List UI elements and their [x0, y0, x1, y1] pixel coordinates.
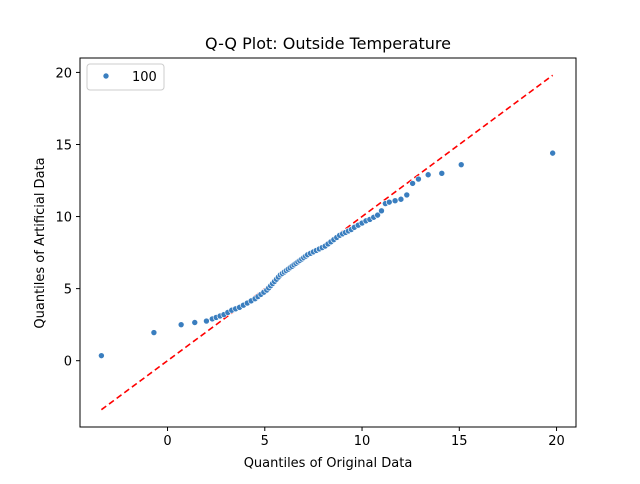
data-point [549, 149, 556, 157]
x-tick-label: 10 [354, 434, 371, 449]
data-point [385, 198, 393, 206]
data-point [191, 319, 199, 326]
legend-marker [102, 72, 110, 80]
data-points-layer [98, 149, 556, 359]
axes-frame [79, 57, 577, 428]
x-tick-label: 0 [163, 434, 171, 449]
data-point [374, 211, 381, 219]
x-tick-label: 20 [548, 434, 565, 449]
y-tick-label: 20 [55, 66, 72, 81]
data-point [424, 171, 432, 179]
data-point [403, 191, 411, 199]
plot-area [79, 57, 577, 428]
y-tick-label: 5 [64, 283, 72, 298]
data-point [397, 195, 405, 203]
data-point [391, 197, 399, 204]
data-point [378, 207, 385, 215]
y-tick-label: 0 [64, 355, 72, 370]
chart-title: Q-Q Plot: Outside Temperature [205, 34, 451, 53]
y-axis-ticks: 0 5 10 15 20 [55, 66, 80, 370]
data-point [415, 175, 422, 183]
legend-label: 100 [132, 70, 157, 85]
x-tick-label: 15 [451, 434, 468, 449]
data-point [177, 321, 185, 328]
data-point [409, 180, 416, 187]
y-tick-label: 15 [55, 138, 72, 153]
legend: 100 [86, 63, 165, 91]
x-tick-label: 5 [261, 434, 269, 449]
y-tick-label: 10 [55, 211, 72, 226]
data-point [203, 317, 210, 325]
legend-box [86, 63, 165, 91]
y-axis-label: Quantiles of Artificial Data [33, 157, 48, 328]
data-point [438, 170, 446, 177]
data-point [98, 352, 105, 359]
data-point [457, 161, 465, 168]
x-axis-label: Quantiles of Original Data [244, 456, 413, 471]
data-point [150, 329, 158, 336]
x-axis-ticks: 0 5 10 15 20 [163, 427, 565, 449]
